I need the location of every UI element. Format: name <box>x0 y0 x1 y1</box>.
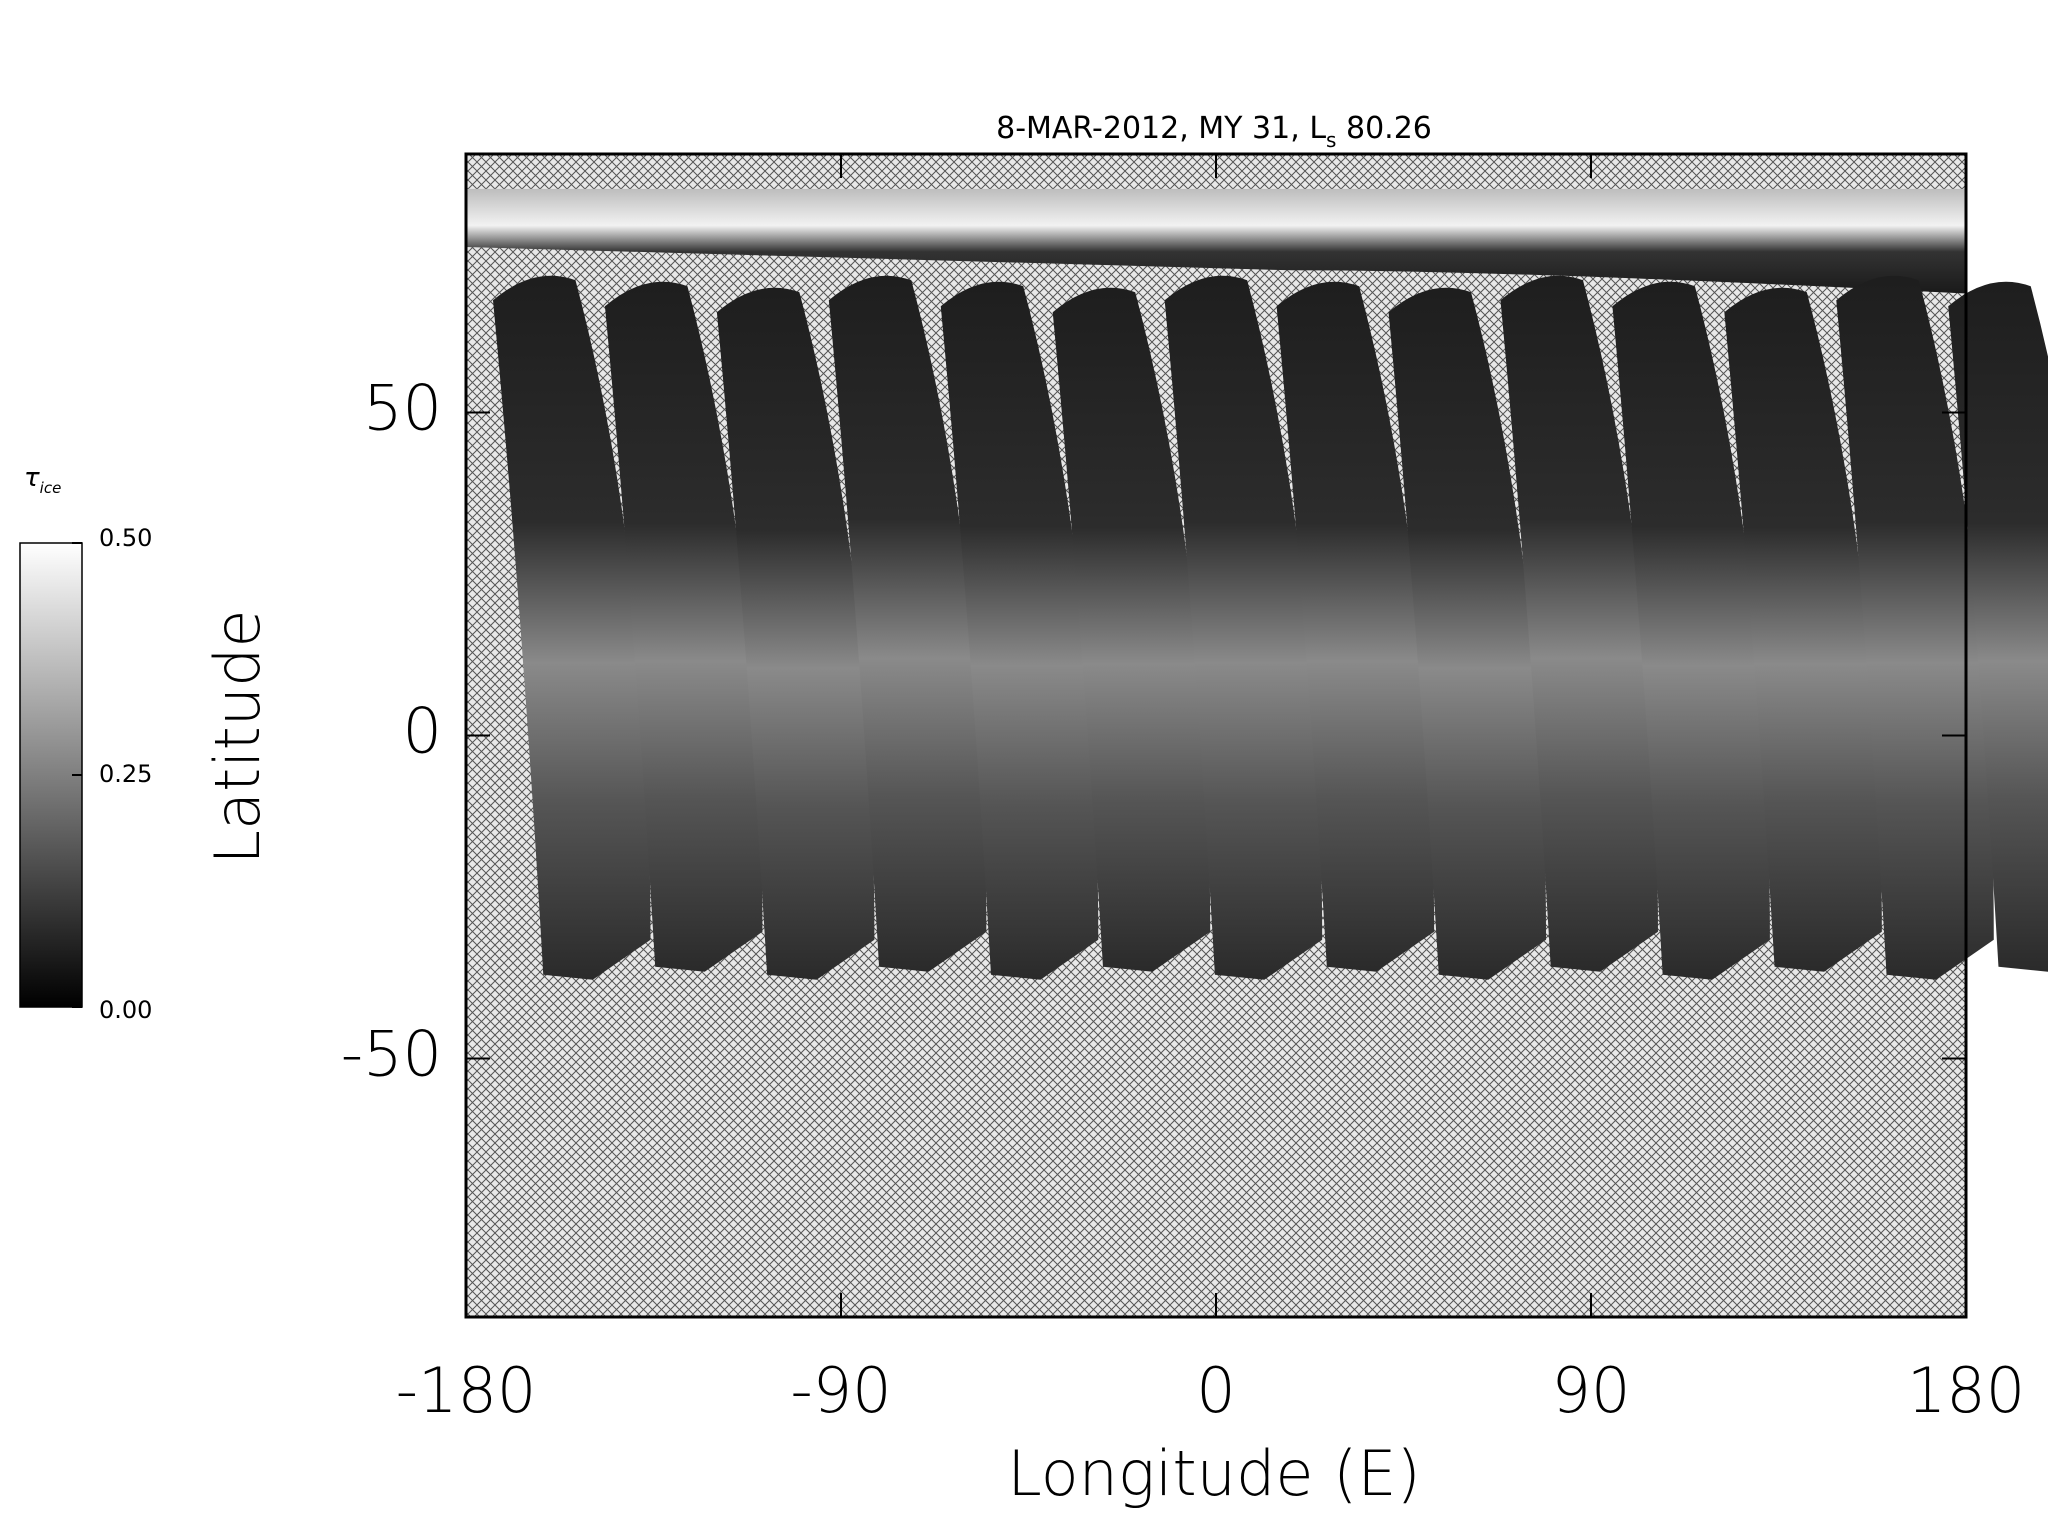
polar-band <box>466 188 1966 294</box>
orbit-swath <box>940 281 1099 980</box>
orbit-swath <box>1052 287 1211 972</box>
orbit-swath <box>1724 287 1882 972</box>
orbit-swath <box>1612 281 1770 980</box>
y-axis-label: Latitude <box>201 609 274 864</box>
orbit-swath <box>493 275 651 980</box>
plot-area <box>464 152 2048 1319</box>
y-tick-label: 0 <box>403 695 442 768</box>
orbit-swath <box>1276 281 1435 972</box>
x-tick-label: 90 <box>1552 1354 1631 1427</box>
orbit-swath <box>828 275 987 972</box>
title-text: 8-MAR-2012, MY 31, <box>996 111 1300 146</box>
orbit-swath <box>1948 281 2048 972</box>
title-symbol: L <box>1309 111 1326 146</box>
colorbar-symbol: τ <box>24 463 40 493</box>
colorbar-subscript: ice <box>40 479 62 497</box>
x-tick-label: -90 <box>790 1354 891 1427</box>
title-value: 80.26 <box>1346 111 1432 146</box>
colorbar-label: τice <box>24 463 61 497</box>
y-tick-label: -50 <box>341 1018 442 1091</box>
orbit-swath <box>1388 287 1547 980</box>
y-tick-label: 50 <box>363 371 442 444</box>
x-tick-label: 180 <box>1907 1354 2025 1427</box>
x-axis-label: Longitude (E) <box>1007 1437 1420 1510</box>
colorbar-tick-label: 0.25 <box>99 760 152 788</box>
colorbar-tick-label: 0.50 <box>99 524 152 552</box>
colorbar-tick-label: 0.00 <box>99 996 152 1024</box>
x-tick-label: 0 <box>1196 1354 1235 1427</box>
orbit-swath <box>1500 275 1658 972</box>
colorbar <box>19 542 83 1008</box>
x-tick-label: -180 <box>396 1354 537 1427</box>
orbit-swath <box>604 281 763 972</box>
chart-title: 8-MAR-2012, MY 31, Ls 80.26 <box>996 111 1432 158</box>
title-subscript: s <box>1326 128 1336 152</box>
orbit-swath <box>1164 275 1323 980</box>
orbit-swath <box>1836 275 1994 980</box>
orbit-swath <box>716 287 875 980</box>
